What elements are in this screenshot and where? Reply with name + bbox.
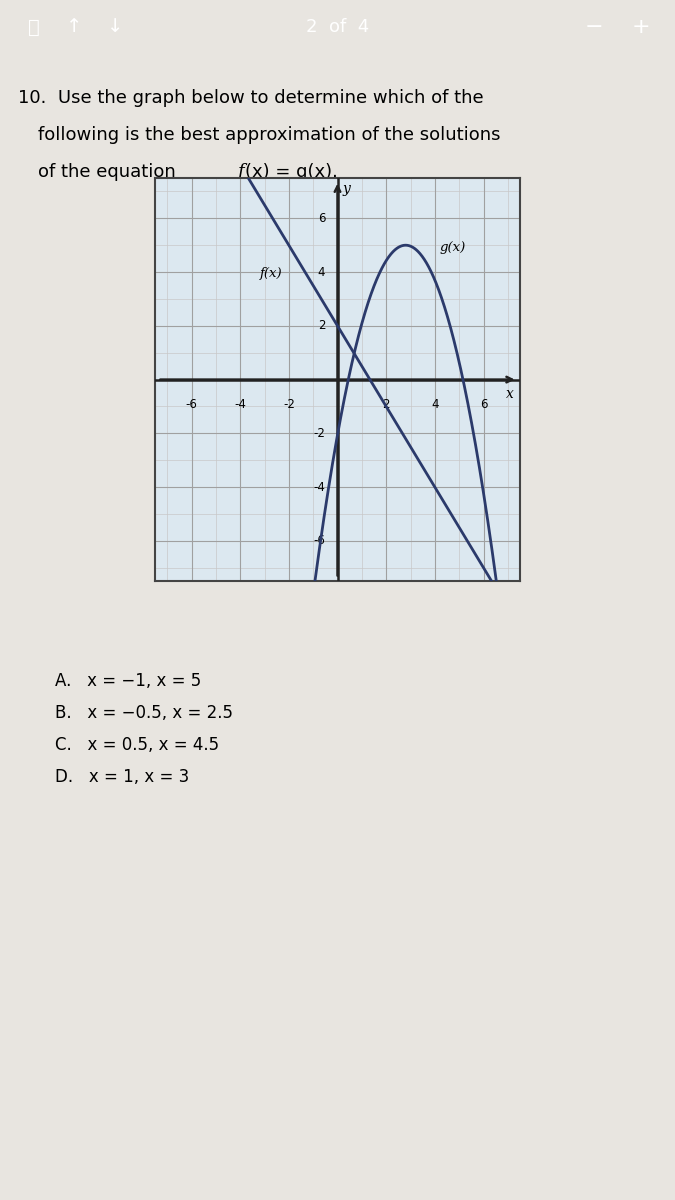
Text: C.   x = 0.5, x = 4.5: C. x = 0.5, x = 4.5 <box>55 736 219 754</box>
Text: 6: 6 <box>318 212 325 224</box>
Text: f(x): f(x) <box>260 268 282 281</box>
Text: ⌕: ⌕ <box>28 18 40 36</box>
Text: ↓: ↓ <box>107 18 123 36</box>
Text: 2: 2 <box>383 398 390 412</box>
Text: 2  of  4: 2 of 4 <box>306 18 369 36</box>
Text: following is the best approximation of the solutions: following is the best approximation of t… <box>38 126 500 144</box>
Text: 2: 2 <box>318 319 325 332</box>
Text: -2: -2 <box>313 427 325 440</box>
Text: f: f <box>237 163 244 181</box>
Text: of the equation: of the equation <box>38 163 182 181</box>
Text: -4: -4 <box>313 480 325 493</box>
Text: (x) = g(x).: (x) = g(x). <box>245 163 338 181</box>
Text: -2: -2 <box>283 398 295 412</box>
Text: g(x): g(x) <box>439 240 466 253</box>
Text: -6: -6 <box>186 398 197 412</box>
Text: D.   x = 1, x = 3: D. x = 1, x = 3 <box>55 768 189 786</box>
Text: 4: 4 <box>431 398 439 412</box>
Text: B.   x = −0.5, x = 2.5: B. x = −0.5, x = 2.5 <box>55 704 233 722</box>
Text: A.   x = −1, x = 5: A. x = −1, x = 5 <box>55 672 201 690</box>
Text: 10.  Use the graph below to determine which of the: 10. Use the graph below to determine whi… <box>18 89 483 107</box>
Text: 6: 6 <box>480 398 487 412</box>
Text: y: y <box>342 181 350 196</box>
Text: ↑: ↑ <box>66 18 82 36</box>
Text: -4: -4 <box>234 398 246 412</box>
Text: −: − <box>585 17 603 37</box>
Text: +: + <box>632 17 651 37</box>
Text: x: x <box>506 388 514 401</box>
Text: 4: 4 <box>318 265 325 278</box>
Text: -6: -6 <box>313 534 325 547</box>
